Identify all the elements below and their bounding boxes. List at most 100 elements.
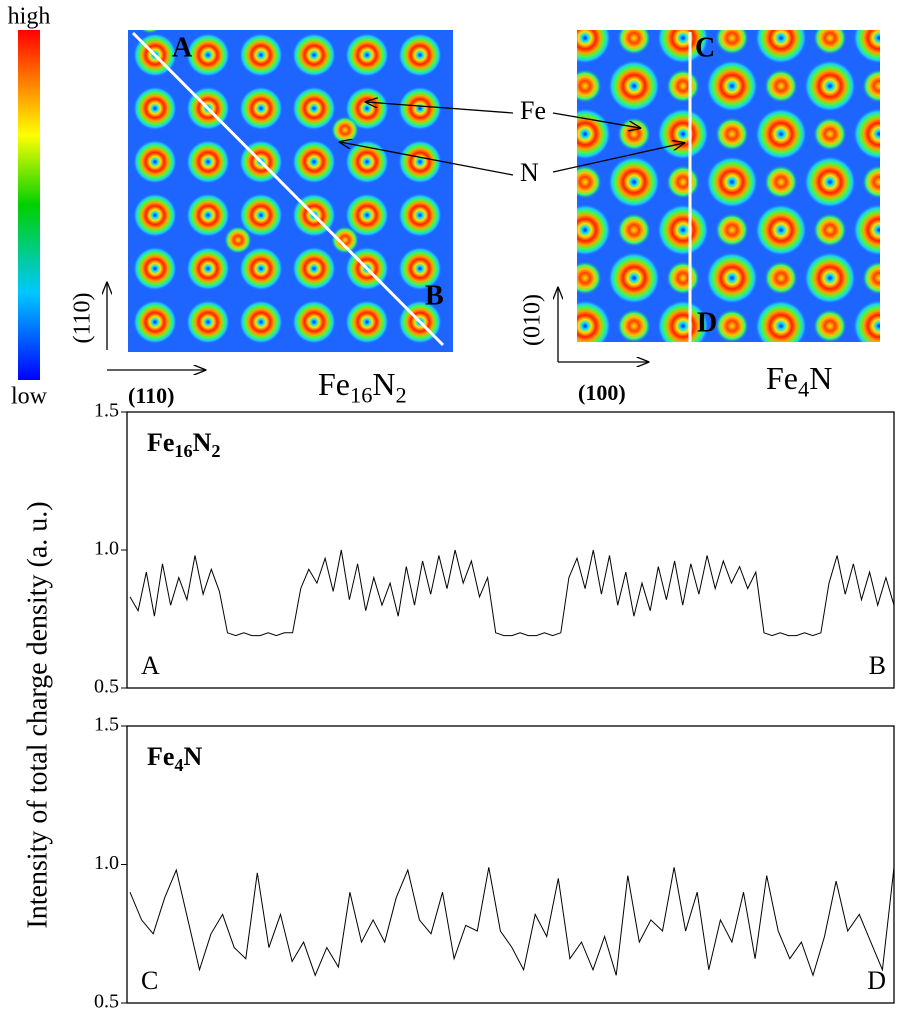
formula-part: Fe [147, 428, 174, 457]
atom [657, 204, 709, 256]
atom [706, 252, 758, 304]
formula-part: 4 [798, 377, 809, 402]
atom [657, 108, 709, 160]
y-tick-label: 1.0 [94, 538, 119, 560]
atom [133, 300, 177, 344]
atom [813, 213, 847, 247]
end-label: A [141, 651, 160, 680]
colorbar [18, 30, 40, 380]
formula-part: N [809, 360, 832, 396]
atom [804, 156, 856, 208]
formula-part: 16 [350, 383, 372, 408]
atom [755, 204, 807, 256]
atom [292, 139, 336, 184]
atom [398, 193, 442, 238]
atom [345, 193, 389, 238]
atom [813, 117, 847, 151]
atom [715, 30, 749, 55]
atom [345, 33, 389, 77]
atom [398, 33, 442, 77]
atom [755, 108, 807, 160]
formula-part: 2 [211, 441, 220, 461]
corner-label: C [695, 32, 715, 63]
atom [617, 213, 651, 247]
colorbar-high: high [8, 4, 51, 30]
atom [764, 261, 798, 295]
axis-direction: (010) [520, 294, 546, 346]
y-tick-label: 0.5 [94, 676, 119, 698]
atom [755, 300, 807, 342]
atom [331, 226, 359, 254]
atom [853, 300, 880, 342]
plot-frame [126, 411, 895, 689]
data-line [129, 867, 895, 977]
atom [345, 139, 389, 184]
atom [813, 30, 847, 55]
atom [764, 69, 798, 103]
end-label: D [867, 966, 886, 995]
atom [617, 309, 651, 342]
annotation: N [520, 158, 539, 187]
atom [755, 30, 807, 64]
atom [292, 246, 336, 291]
formula: Fe16N2 [147, 428, 220, 461]
atom [577, 204, 611, 256]
atom [186, 139, 230, 184]
atom [398, 139, 442, 184]
end-label: C [141, 966, 158, 995]
atom [804, 60, 856, 112]
atom [398, 86, 442, 131]
axis-direction: (100) [578, 380, 626, 405]
atom [577, 69, 602, 103]
atom [715, 117, 749, 151]
atom [804, 252, 856, 304]
y-tick-label: 1.0 [94, 852, 119, 874]
atom [577, 300, 611, 342]
corner-label: B [425, 280, 444, 311]
atom [577, 30, 611, 64]
atom [853, 30, 880, 64]
formula: Fe4N [147, 742, 203, 775]
axis-direction: (110) [70, 292, 96, 343]
atom [239, 193, 283, 238]
atom [666, 261, 700, 295]
atom [331, 116, 359, 144]
formula-part: N [372, 366, 395, 402]
charge-map [577, 30, 880, 342]
atom [813, 309, 847, 342]
corner-label: D [697, 307, 717, 338]
atom [186, 300, 230, 344]
atom [140, 30, 160, 34]
y-tick-label: 0.5 [94, 991, 119, 1013]
formula-part: 4 [174, 755, 183, 775]
annotation: Fe [520, 96, 546, 125]
atom [186, 246, 230, 291]
atom [862, 261, 880, 295]
atom [853, 204, 880, 256]
axis-direction: (110) [128, 383, 174, 408]
atom [706, 156, 758, 208]
atom [862, 165, 880, 199]
atom [577, 261, 602, 295]
atom [292, 33, 336, 77]
formula: Fe16N2 [318, 366, 407, 407]
atom [398, 246, 442, 291]
atom [577, 165, 602, 199]
y-tick-label: 1.5 [94, 714, 119, 736]
atom [133, 139, 177, 184]
plot-frame [126, 725, 895, 1004]
atom [853, 108, 880, 160]
atom [292, 86, 336, 131]
atom [224, 226, 252, 254]
atom [764, 165, 798, 199]
cut-line [131, 31, 445, 347]
formula-part: Fe [147, 742, 174, 771]
y-axis-label: Intensity of total charge density (a. u.… [22, 501, 53, 928]
atom [239, 300, 283, 344]
arrows [107, 102, 684, 370]
atom [133, 86, 177, 131]
atom [345, 300, 389, 344]
atom [715, 309, 749, 342]
formula-part: N [193, 428, 212, 457]
